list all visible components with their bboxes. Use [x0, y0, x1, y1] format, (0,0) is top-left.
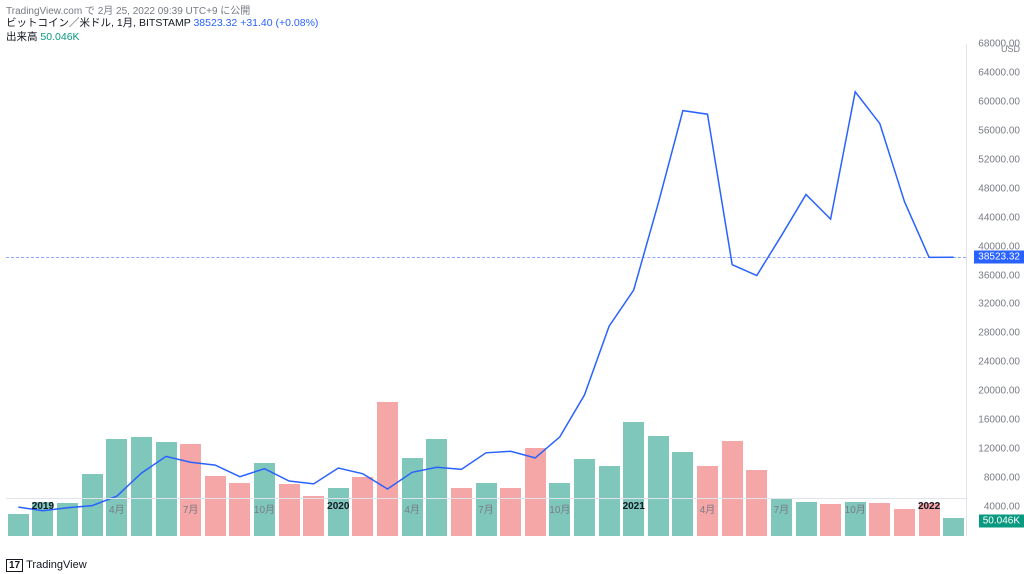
time-axis[interactable]: 2019 4月 7月 10月 2020 4月 7月 10月 2021 4月 7月 10月 2022 [6, 498, 966, 518]
time-axis-tick: 10月 [549, 501, 570, 516]
volume-value: 50.046K [40, 31, 79, 43]
legend-line-2: 出来高 50.046K [0, 30, 1024, 44]
time-axis-tick: 7月 [183, 501, 199, 516]
price-axis-tick: 8000.00 [984, 473, 1020, 484]
time-axis-tick: 2020 [327, 501, 349, 512]
price-axis-tick: 40000.00 [978, 241, 1020, 252]
last-price: 38523.32 [193, 17, 237, 29]
price-axis-tick: 4000.00 [984, 502, 1020, 513]
volume-axis-badge: 50.046K [979, 515, 1024, 528]
publish-info: TradingView.com で 2月 25, 2022 09:39 UTC+… [0, 0, 1024, 16]
time-axis-tick: 10月 [254, 501, 275, 516]
price-polyline [18, 92, 953, 511]
time-axis-tick: 2021 [623, 501, 645, 512]
price-axis-tick: 32000.00 [978, 299, 1020, 310]
price-line-layer [6, 44, 966, 536]
price-axis-tick: 56000.00 [978, 125, 1020, 136]
price-axis-tick: 16000.00 [978, 415, 1020, 426]
change-abs: +31.40 [240, 17, 272, 29]
time-axis-tick: 4月 [109, 501, 125, 516]
time-axis-tick: 2019 [32, 501, 54, 512]
volume-label: 出来高 [6, 31, 38, 43]
price-axis[interactable]: USD 38523.32 50.046K 4000.008000.0012000… [966, 44, 1024, 536]
brand-footer: 17TradingView [6, 559, 87, 572]
time-axis-tick: 4月 [700, 501, 716, 516]
time-axis-tick: 7月 [774, 501, 790, 516]
change-pct: (+0.08%) [276, 17, 319, 29]
price-axis-tick: 12000.00 [978, 444, 1020, 455]
time-axis-tick: 10月 [845, 501, 866, 516]
price-axis-tick: 60000.00 [978, 96, 1020, 107]
time-axis-tick: 2022 [918, 501, 940, 512]
brand-text: TradingView [26, 559, 87, 571]
legend-line-1: ビットコイン／米ドル, 1月, BITSTAMP 38523.32 +31.40… [0, 16, 1024, 30]
current-price-badge: 38523.32 [974, 251, 1024, 264]
price-axis-tick: 68000.00 [978, 39, 1020, 50]
price-axis-tick: 20000.00 [978, 386, 1020, 397]
plot-area[interactable] [6, 44, 966, 536]
price-axis-tick: 28000.00 [978, 328, 1020, 339]
chart-area[interactable]: USD 38523.32 50.046K 4000.008000.0012000… [0, 44, 1024, 536]
price-axis-tick: 48000.00 [978, 183, 1020, 194]
symbol-label: ビットコイン／米ドル, 1月, BITSTAMP [6, 17, 191, 29]
price-axis-tick: 24000.00 [978, 357, 1020, 368]
price-axis-tick: 36000.00 [978, 270, 1020, 281]
price-axis-tick: 64000.00 [978, 67, 1020, 78]
time-axis-tick: 4月 [404, 501, 420, 516]
price-axis-tick: 44000.00 [978, 212, 1020, 223]
time-axis-tick: 7月 [478, 501, 494, 516]
price-axis-tick: 52000.00 [978, 154, 1020, 165]
brand-logo-icon: 17 [6, 559, 23, 572]
